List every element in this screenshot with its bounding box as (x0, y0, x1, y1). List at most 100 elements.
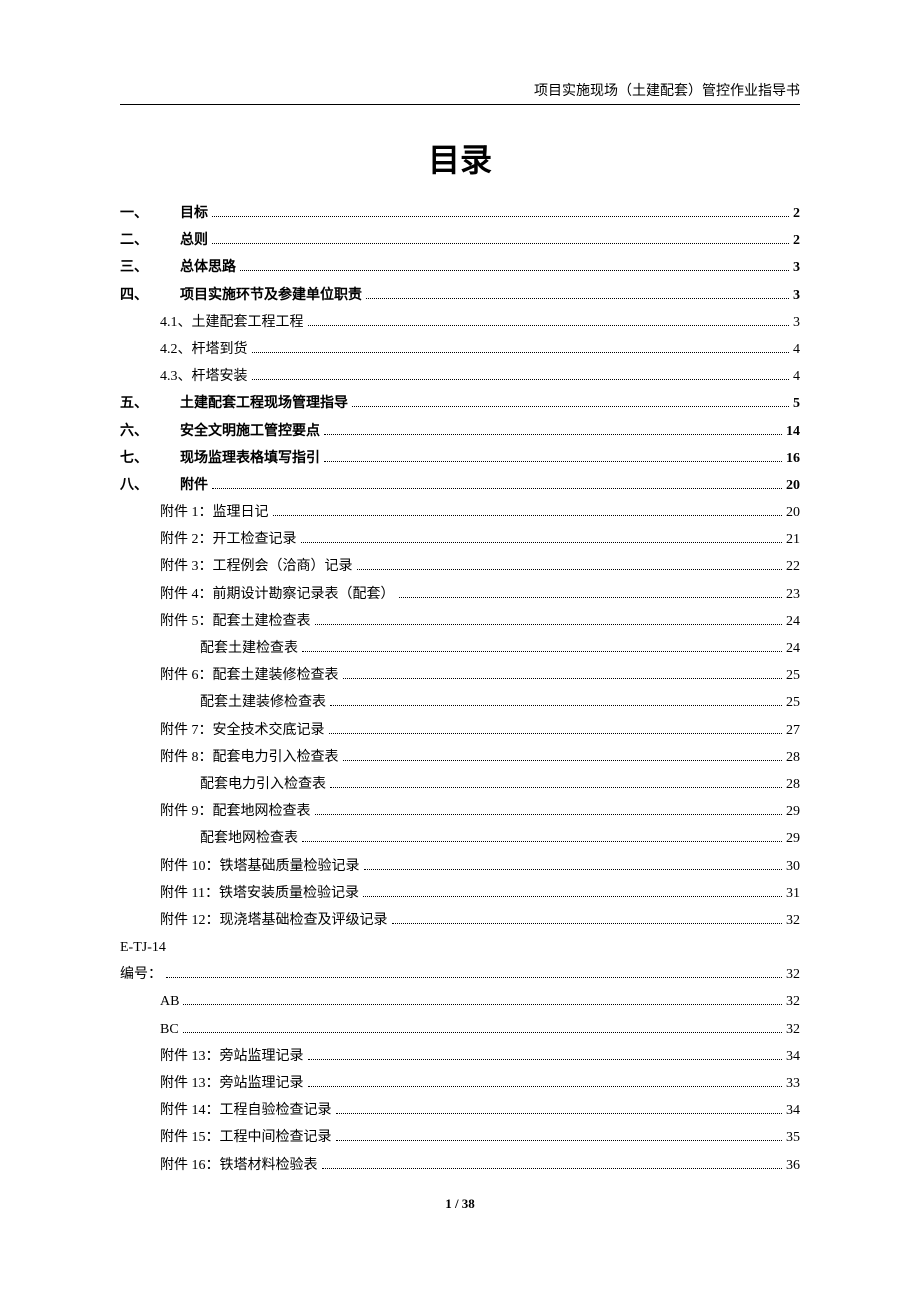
toc-entry-text: 配套土建装修检查表 (200, 695, 326, 710)
toc-row: 配套电力引入检查表28 (120, 772, 800, 797)
toc-leader-dots (336, 1140, 783, 1141)
toc-entry-page: 3 (793, 310, 800, 335)
toc-row: 附件 2：开工检查记录 21 (120, 527, 800, 552)
toc-entry-label: 附件 1：监理日记 (160, 500, 269, 525)
toc-entry-text: 附件 16：铁塔材料检验表 (160, 1158, 318, 1173)
toc-entry-text: 附件 13：旁站监理记录 (160, 1076, 304, 1091)
toc-row: 八、附件20 (120, 473, 800, 498)
toc-entry-page: 16 (786, 446, 800, 471)
toc-entry-text: 附件 14：工程自验检查记录 (160, 1103, 332, 1118)
toc-leader-dots (308, 1086, 783, 1087)
toc-leader-dots (329, 733, 783, 734)
toc-leader-dots (183, 1032, 782, 1033)
toc-row: 七、现场监理表格填写指引 16 (120, 446, 800, 471)
toc-leader-dots (315, 624, 783, 625)
toc-row: AB32 (120, 989, 800, 1014)
toc-entry-text: 附件 6：配套土建装修检查表 (160, 668, 339, 683)
toc-entry-text: 附件 10：铁塔基础质量检验记录 (160, 859, 360, 874)
toc-row: BC32 (120, 1017, 800, 1042)
toc-row: 附件 3：工程例会（洽商）记录22 (120, 554, 800, 579)
toc-entry-text: 附件 9：配套地网检查表 (160, 804, 311, 819)
toc-entry-text: 附件 2：开工检查记录 (160, 532, 297, 547)
toc-entry-label: 附件 14：工程自验检查记录 (160, 1098, 332, 1123)
toc-entry-label: 附件 12：现浇塔基础检查及评级记录 (160, 908, 388, 933)
toc-leader-dots (273, 515, 783, 516)
toc-leader-dots (364, 869, 783, 870)
toc-row: 附件 1：监理日记 20 (120, 500, 800, 525)
toc-entry-text: 总体思路 (180, 260, 236, 275)
toc-entry-page: 30 (786, 854, 800, 879)
toc-entry-text: 附件 4：前期设计勘察记录表（配套） (160, 587, 395, 602)
toc-row: 附件 12：现浇塔基础检查及评级记录32 (120, 908, 800, 933)
toc-entry-page: 14 (786, 419, 800, 444)
toc-entry-page: 36 (786, 1153, 800, 1178)
toc-entry-page: 31 (786, 881, 800, 906)
toc-entry-prefix: 三、 (120, 255, 180, 280)
toc-leader-dots (343, 678, 783, 679)
toc-entry-prefix: 七、 (120, 446, 180, 471)
toc-entry-prefix: 六、 (120, 419, 180, 444)
toc-entry-label: 附件 15：工程中间检查记录 (160, 1125, 332, 1150)
toc-entry-text: 现场监理表格填写指引 (180, 451, 320, 466)
toc-leader-dots (308, 1059, 783, 1060)
toc-entry-page: 32 (786, 1017, 800, 1042)
toc-entry-label: 八、附件 (120, 473, 208, 498)
toc-entry-text: 土建配套工程现场管理指导 (180, 396, 348, 411)
toc-entry-text: 附件 1：监理日记 (160, 505, 269, 520)
toc-entry-page: 28 (786, 772, 800, 797)
toc-entry-label: 四、项目实施环节及参建单位职责 (120, 283, 362, 308)
toc-leader-dots (166, 977, 782, 978)
page-footer: 1 / 38 (0, 1196, 920, 1212)
toc-leader-dots (212, 216, 789, 217)
toc-entry-text: 4.2、杆塔到货 (160, 342, 248, 357)
toc-entry-label: 附件 7：安全技术交底记录 (160, 718, 325, 743)
toc-entry-label: 附件 13：旁站监理记录 (160, 1071, 304, 1096)
toc-row: 附件 15：工程中间检查记录35 (120, 1125, 800, 1150)
toc-row: 附件 8：配套电力引入检查表28 (120, 745, 800, 770)
toc-entry-prefix: 五、 (120, 391, 180, 416)
toc-row: 六、安全文明施工管控要点14 (120, 419, 800, 444)
toc-row: E-TJ-14 (120, 935, 800, 960)
toc-entry-text: 编号： (120, 967, 162, 982)
toc-entry-page: 2 (793, 201, 800, 226)
toc-entry-text: 附件 5：配套土建检查表 (160, 614, 311, 629)
toc-leader-dots (392, 923, 783, 924)
toc-row: 附件 14：工程自验检查记录34 (120, 1098, 800, 1123)
toc-leader-dots (252, 352, 790, 353)
toc-entry-label: 五、土建配套工程现场管理指导 (120, 391, 348, 416)
table-of-contents: 一、目标2二、总则2三、总体思路3四、项目实施环节及参建单位职责34.1、土建配… (120, 201, 800, 1178)
toc-entry-label: 二、总则 (120, 228, 208, 253)
toc-entry-page: 24 (786, 609, 800, 634)
toc-entry-page: 21 (786, 527, 800, 552)
toc-entry-prefix: 四、 (120, 283, 180, 308)
toc-leader-dots (212, 243, 789, 244)
toc-entry-label: 附件 5：配套土建检查表 (160, 609, 311, 634)
toc-entry-text: 附件 13：旁站监理记录 (160, 1049, 304, 1064)
toc-leader-dots (352, 406, 789, 407)
toc-entry-text: 附件 8：配套电力引入检查表 (160, 750, 339, 765)
toc-entry-label: 附件 3：工程例会（洽商）记录 (160, 554, 353, 579)
toc-entry-text: 项目实施环节及参建单位职责 (180, 288, 362, 303)
toc-entry-text: E-TJ-14 (120, 940, 166, 955)
toc-row: 附件 13：旁站监理记录34 (120, 1044, 800, 1069)
toc-leader-dots (240, 270, 789, 271)
toc-row: 附件 16：铁塔材料检验表 36 (120, 1153, 800, 1178)
toc-entry-text: 附件 15：工程中间检查记录 (160, 1130, 332, 1145)
toc-row: 四、项目实施环节及参建单位职责3 (120, 283, 800, 308)
toc-entry-text: 附件 11：铁塔安装质量检验记录 (160, 886, 359, 901)
toc-entry-text: 4.1、土建配套工程工程 (160, 315, 304, 330)
toc-row: 配套土建检查表24 (120, 636, 800, 661)
toc-entry-label: 配套土建装修检查表 (200, 690, 326, 715)
toc-entry-text: 附件 7：安全技术交底记录 (160, 723, 325, 738)
toc-entry-label: 附件 9：配套地网检查表 (160, 799, 311, 824)
toc-entry-label: 三、总体思路 (120, 255, 236, 280)
toc-entry-label: 附件 16：铁塔材料检验表 (160, 1153, 318, 1178)
toc-row: 三、总体思路 3 (120, 255, 800, 280)
toc-entry-page: 4 (793, 337, 800, 362)
toc-leader-dots (315, 814, 783, 815)
toc-row: 附件 13：旁站监理记录 33 (120, 1071, 800, 1096)
toc-entry-page: 33 (786, 1071, 800, 1096)
toc-entry-page: 3 (793, 255, 800, 280)
toc-entry-page: 20 (786, 500, 800, 525)
toc-entry-text: 附件 (180, 478, 208, 493)
